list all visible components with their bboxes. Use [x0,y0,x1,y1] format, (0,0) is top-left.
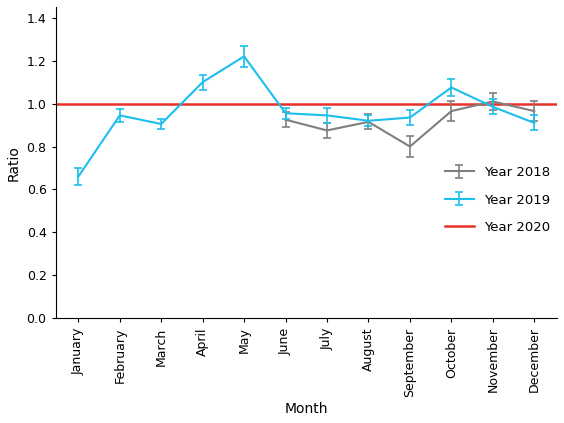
Year 2020 [75,101,82,106]
X-axis label: Month: Month [285,402,328,416]
Y-axis label: Ratio: Ratio [7,145,21,181]
Year 2020 [116,101,123,106]
Legend: Year 2018, Year 2019, Year 2020: Year 2018, Year 2019, Year 2020 [445,166,550,234]
